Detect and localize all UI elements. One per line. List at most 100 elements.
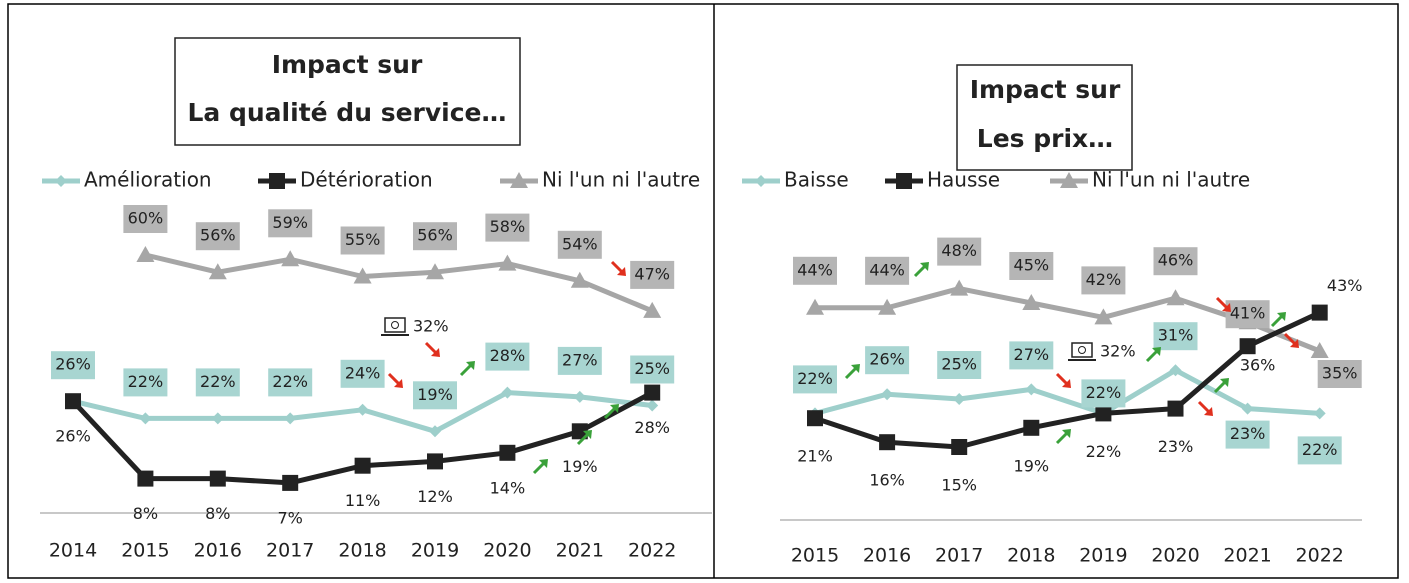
trend-arrow bbox=[1062, 429, 1071, 438]
legend-marker bbox=[510, 172, 528, 188]
point bbox=[65, 393, 81, 410]
legend-label: Ni l'un ni l'autre bbox=[542, 168, 700, 192]
point bbox=[953, 393, 966, 405]
data-label: 59% bbox=[272, 213, 308, 232]
label-bg bbox=[123, 205, 168, 233]
point bbox=[951, 439, 968, 455]
title-box bbox=[174, 37, 521, 146]
label-bg bbox=[1009, 252, 1054, 280]
point bbox=[429, 425, 441, 438]
label-bg bbox=[1297, 436, 1342, 465]
label-bg bbox=[195, 368, 240, 397]
data-label: 28% bbox=[634, 418, 670, 437]
x-tick-label: 2022 bbox=[628, 540, 676, 562]
annotation: 32% bbox=[413, 317, 449, 336]
label-bg bbox=[937, 237, 982, 266]
data-label: 26% bbox=[55, 355, 91, 374]
x-tick-label: 2017 bbox=[266, 540, 314, 562]
data-label: 58% bbox=[490, 217, 526, 236]
data-label: 23% bbox=[1158, 437, 1194, 456]
point bbox=[209, 470, 226, 487]
point bbox=[1025, 383, 1038, 396]
point bbox=[136, 246, 155, 262]
point bbox=[499, 444, 516, 461]
label-bg bbox=[865, 256, 910, 285]
point bbox=[211, 412, 224, 425]
data-label: 26% bbox=[55, 427, 91, 446]
chart-title: Les prix… bbox=[977, 124, 1113, 153]
laptop-icon bbox=[1071, 342, 1093, 358]
trend-arrow bbox=[583, 430, 592, 439]
label-bg bbox=[195, 222, 240, 251]
label-bg bbox=[557, 346, 602, 375]
data-label: 56% bbox=[200, 226, 236, 245]
point bbox=[1022, 294, 1041, 310]
label-bg bbox=[865, 346, 910, 375]
label-bg bbox=[485, 213, 530, 242]
data-label: 25% bbox=[634, 359, 670, 378]
data-label: 11% bbox=[345, 491, 381, 510]
label-bg bbox=[413, 222, 457, 251]
data-label: 22% bbox=[797, 369, 833, 388]
data-label: 15% bbox=[941, 476, 977, 495]
trend-arrow bbox=[431, 348, 440, 357]
label-bg bbox=[1153, 322, 1198, 351]
label-bg bbox=[1225, 300, 1270, 329]
label-bg bbox=[1153, 247, 1198, 276]
point bbox=[426, 263, 444, 280]
legend-label: Détérioration bbox=[300, 168, 433, 192]
series-line bbox=[814, 310, 1321, 450]
label-bg bbox=[268, 368, 313, 397]
label-bg bbox=[123, 368, 168, 397]
data-label: 19% bbox=[562, 457, 598, 476]
annotation: 32% bbox=[1100, 342, 1136, 361]
data-label: 56% bbox=[417, 226, 453, 245]
trend-arrow bbox=[1152, 347, 1161, 356]
x-tick-label: 2015 bbox=[791, 545, 839, 567]
point bbox=[139, 412, 152, 425]
point bbox=[571, 423, 588, 440]
point bbox=[208, 263, 227, 280]
data-label: 60% bbox=[128, 209, 164, 228]
x-tick-label: 2019 bbox=[1079, 545, 1127, 567]
label-bg bbox=[51, 351, 95, 380]
data-label: 46% bbox=[1158, 251, 1194, 270]
label-bg bbox=[1317, 360, 1362, 388]
data-label: 45% bbox=[1014, 256, 1050, 275]
legend-label: Amélioration bbox=[84, 168, 212, 192]
trend-arrow bbox=[1220, 378, 1229, 387]
point bbox=[353, 267, 372, 284]
laptop-icon bbox=[391, 321, 399, 329]
x-tick-label: 2021 bbox=[1223, 545, 1271, 567]
point bbox=[1094, 308, 1113, 325]
title-box bbox=[956, 64, 1133, 171]
data-label: 44% bbox=[869, 260, 905, 279]
point bbox=[1166, 289, 1185, 306]
data-label: 27% bbox=[1014, 345, 1050, 364]
point bbox=[573, 390, 586, 403]
legend-label: Baisse bbox=[784, 168, 849, 192]
frame bbox=[7, 3, 1399, 579]
data-label: 28% bbox=[490, 346, 526, 365]
data-label: 21% bbox=[797, 447, 833, 466]
point bbox=[281, 250, 300, 267]
point bbox=[427, 453, 443, 470]
data-label: 44% bbox=[797, 260, 833, 279]
trend-arrow bbox=[1290, 339, 1299, 348]
data-label: 41% bbox=[1230, 304, 1266, 323]
chart-title: La qualité du service… bbox=[187, 98, 506, 127]
label-bg bbox=[557, 230, 602, 259]
point bbox=[643, 301, 662, 318]
point bbox=[1241, 402, 1254, 415]
label-bg bbox=[1225, 420, 1270, 449]
point bbox=[879, 434, 896, 451]
label-bg bbox=[630, 355, 675, 384]
data-label: 22% bbox=[272, 372, 308, 391]
data-label: 8% bbox=[205, 504, 230, 523]
point bbox=[137, 470, 154, 487]
point bbox=[1311, 304, 1328, 321]
point bbox=[356, 403, 369, 416]
data-label: 36% bbox=[1240, 356, 1276, 375]
point bbox=[1167, 400, 1184, 417]
